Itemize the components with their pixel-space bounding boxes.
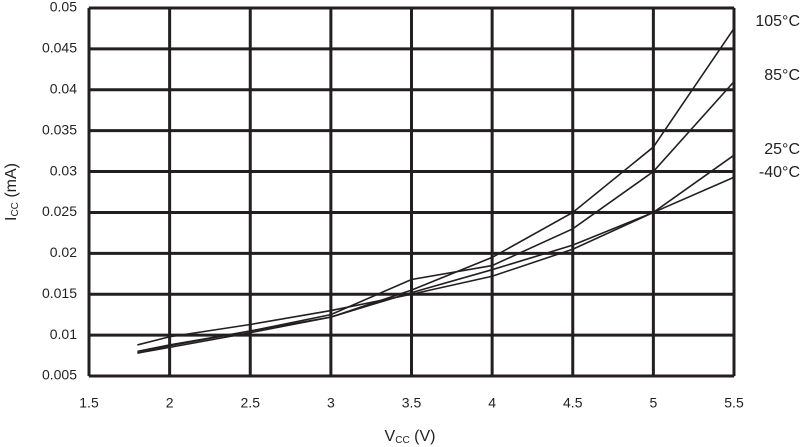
x-axis-label: VCC (V) [385,428,436,445]
series-label: 25°C [764,141,800,158]
x-tick-label: 3.5 [402,395,422,411]
x-tick-label: 5 [649,395,657,411]
x-tick-label: 1.5 [79,395,99,411]
series-label: 85°C [764,67,800,84]
series-line [137,176,735,346]
x-tick-label: 4.5 [563,395,583,411]
y-axis-label: ICC (mA) [3,163,20,221]
y-tick-label: 0.01 [50,326,77,342]
x-tick-label: 2 [166,395,174,411]
y-tick-label: 0.035 [42,121,77,137]
series-line [137,27,735,354]
y-tick-label: 0.05 [50,0,77,15]
y-tick-label: 0.03 [50,162,77,178]
y-tick-label: 0.04 [50,80,77,96]
series-label: 105°C [755,13,800,30]
y-tick-label: 0.015 [42,285,77,301]
x-tick-label: 5.5 [724,395,744,411]
x-tick-label: 3 [327,395,335,411]
series-label: -40°C [759,164,800,181]
y-tick-label: 0.005 [42,367,77,383]
y-tick-label: 0.045 [42,40,77,56]
x-tick-label: 4 [488,395,496,411]
series-line [137,154,735,354]
y-tick-label: 0.02 [50,244,77,260]
x-tick-label: 2.5 [241,395,261,411]
y-tick-label: 0.025 [42,203,77,219]
